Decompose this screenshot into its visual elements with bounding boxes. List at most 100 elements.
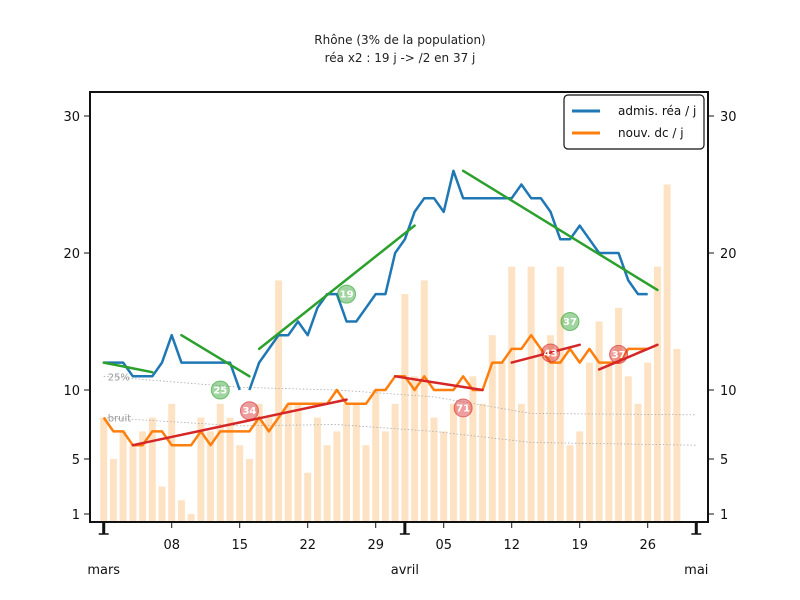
bar-14 (226, 417, 234, 521)
fit-line-6 (510, 343, 581, 364)
xtick-label-5: 12 (503, 538, 520, 553)
fit-line-0 (102, 361, 154, 374)
bar-33 (411, 376, 419, 521)
bar-15 (236, 445, 244, 521)
xtick-label-6: 19 (571, 538, 588, 553)
bar-50 (576, 431, 584, 521)
badge-label-6: 37 (612, 350, 626, 361)
bar-59 (663, 184, 671, 521)
bar-55 (624, 376, 632, 521)
plot-frame (89, 91, 709, 523)
bar-58 (653, 266, 661, 521)
badge-circle-1 (337, 284, 357, 304)
ytick-label-left-1: 1 (72, 508, 80, 523)
bar-42 (498, 362, 506, 521)
bar-9 (177, 500, 185, 521)
bar-39 (469, 376, 477, 521)
bar-45 (527, 266, 535, 521)
xtick-label-7: 26 (639, 538, 656, 553)
bar-5 (139, 431, 147, 521)
bar-49 (566, 445, 574, 521)
bar-43 (508, 266, 516, 521)
bar-28 (362, 445, 370, 521)
badge-label-0: 25 (213, 386, 227, 397)
bar-29 (372, 390, 380, 521)
bar-38 (459, 417, 467, 521)
bar-54 (615, 307, 623, 521)
fits-layer (102, 169, 659, 447)
ytick-label-left-5: 5 (72, 453, 80, 468)
legend-box (563, 94, 705, 150)
bar-23 (313, 417, 321, 521)
bar-46 (537, 348, 545, 521)
bar-12 (207, 431, 215, 521)
ytick-label-right-20: 20 (720, 247, 737, 262)
bar-13 (216, 403, 224, 521)
bar-2 (109, 459, 117, 521)
badge-label-5: 43 (544, 349, 558, 360)
bar-19 (275, 280, 283, 521)
bar-25 (333, 431, 341, 521)
noise-band-label-1: bruit (108, 414, 132, 425)
bar-32 (401, 294, 409, 521)
bar-22 (304, 472, 312, 521)
badge-circle-5 (541, 343, 561, 363)
ytick-label-right-30: 30 (720, 110, 737, 125)
bar-37 (449, 403, 457, 521)
bar-60 (673, 348, 681, 521)
bar-21 (294, 403, 302, 521)
bar-52 (595, 321, 603, 521)
bar-53 (605, 362, 613, 521)
bar-31 (391, 403, 399, 521)
ytick-label-left-10: 10 (63, 384, 80, 399)
month-label-2: mai (684, 563, 708, 578)
bar-24 (323, 445, 331, 521)
badge-circle-4 (453, 398, 473, 418)
noise-bands-layer: 25% bruit (103, 372, 697, 446)
legend-label-rea: admis. réa / j (618, 104, 696, 118)
xtick-label-3: 29 (367, 538, 384, 553)
xtick-label-0: 08 (163, 538, 180, 553)
bar-17 (255, 403, 263, 521)
bar-30 (381, 431, 389, 521)
ytick-label-right-1: 1 (720, 508, 728, 523)
fit-line-3 (461, 169, 659, 292)
badge-label-3: 34 (242, 406, 256, 417)
badge-circle-6 (609, 344, 629, 364)
bar-47 (547, 335, 555, 521)
bar-20 (284, 403, 292, 521)
bar-16 (245, 459, 253, 521)
chart-title: Rhône (3% de la population) (314, 33, 485, 47)
bar-26 (343, 403, 351, 521)
bar-4 (129, 445, 137, 521)
bar-8 (168, 403, 176, 521)
badge-label-2: 37 (563, 317, 577, 328)
legend-label-dc: nouv. dc / j (618, 126, 684, 140)
legend: admis. réa / j nouv. dc / j (563, 94, 705, 150)
bar-18 (265, 417, 273, 521)
chart-subtitle: réa x2 : 19 j -> /2 en 37 j (325, 51, 476, 65)
bar-10 (187, 514, 195, 521)
bar-36 (440, 431, 448, 521)
bars-layer (100, 184, 681, 521)
badges-layer: 25 19 37 34 71 43 37 (210, 284, 629, 421)
xtick-label-4: 05 (435, 538, 452, 553)
bar-44 (517, 403, 525, 521)
noise-band-1 (103, 417, 697, 446)
bar-11 (197, 417, 205, 521)
fit-line-1 (180, 333, 251, 378)
bar-27 (352, 403, 360, 521)
badge-circle-3 (239, 401, 259, 421)
bar-48 (556, 266, 564, 521)
badge-label-1: 19 (340, 290, 354, 301)
series-line-1 (102, 333, 648, 447)
bar-6 (148, 417, 156, 521)
xtick-label-2: 22 (299, 538, 316, 553)
fit-line-2 (257, 224, 416, 351)
badge-circle-2 (560, 312, 580, 331)
fit-line-5 (393, 375, 484, 392)
ytick-label-right-5: 5 (720, 453, 728, 468)
noise-band-label-0: 25% (108, 372, 130, 383)
